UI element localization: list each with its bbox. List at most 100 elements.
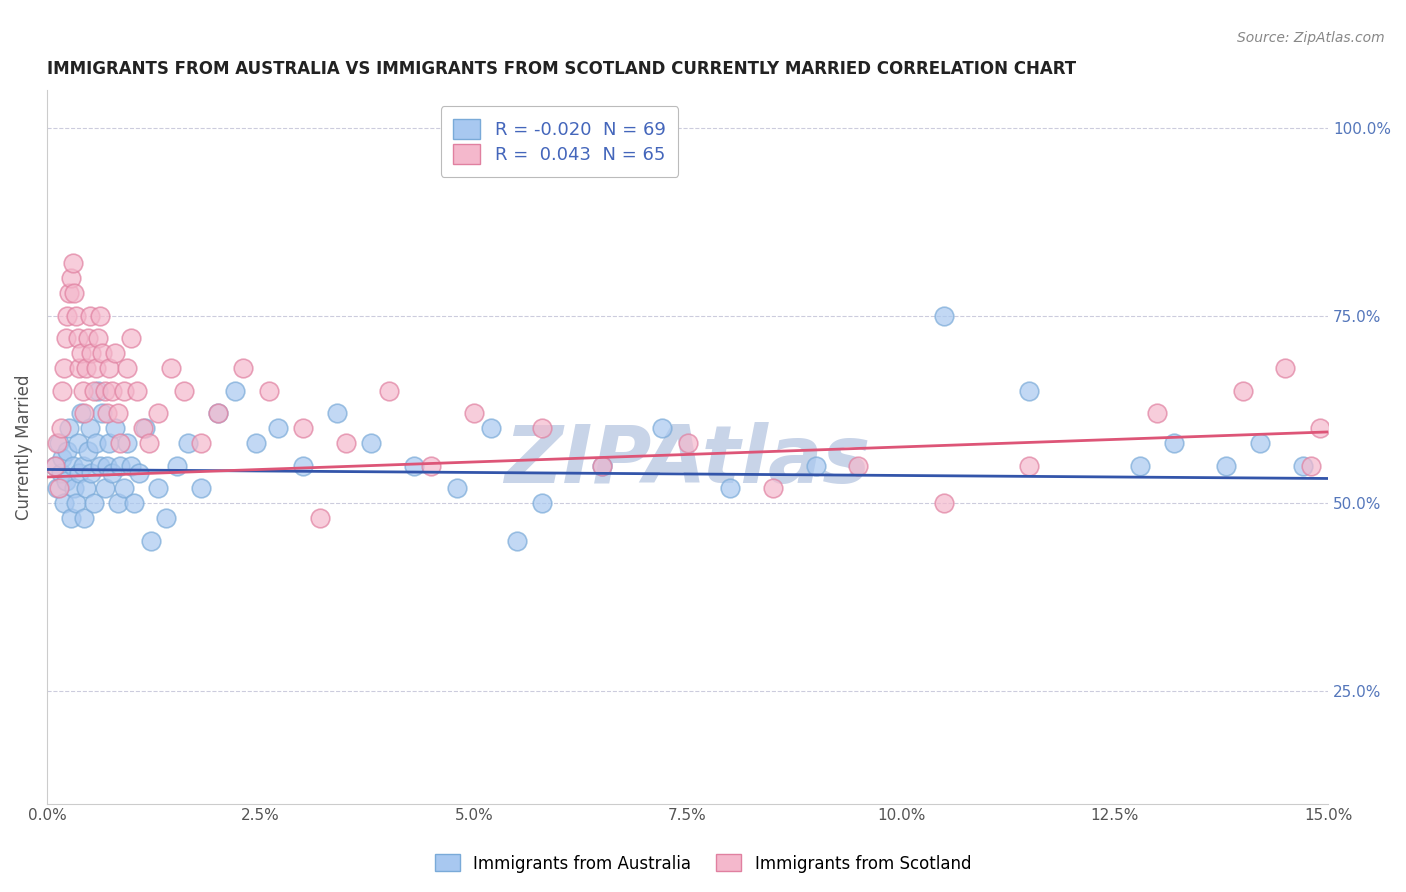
Point: [207, 406, 229, 420]
Point: [404, 458, 426, 473]
Point: [66, 436, 89, 450]
Point: [420, 458, 443, 473]
Point: [58, 421, 80, 435]
Point: [1018, 458, 1040, 473]
Point: [77, 443, 100, 458]
Y-axis label: Currently Married: Currently Married: [15, 374, 32, 520]
Point: [67, 467, 90, 481]
Point: [59, 511, 82, 525]
Text: IMMIGRANTS FROM AUSTRALIA VS IMMIGRANTS FROM SCOTLAND CURRENTLY MARRIED CORRELAT: IMMIGRANTS FROM AUSTRALIA VS IMMIGRANTS …: [46, 60, 1076, 78]
Point: [80, 346, 103, 360]
Point: [292, 421, 315, 435]
Point: [44, 458, 66, 473]
Point: [718, 481, 741, 495]
Point: [932, 496, 955, 510]
Point: [1129, 458, 1152, 473]
Point: [138, 436, 160, 450]
Point: [115, 361, 138, 376]
Point: [55, 474, 77, 488]
Point: [62, 256, 84, 270]
Point: [104, 346, 127, 360]
Point: [110, 458, 132, 473]
Point: [479, 421, 502, 435]
Point: [63, 285, 86, 300]
Point: [65, 496, 87, 510]
Point: [58, 285, 80, 300]
Point: [59, 271, 82, 285]
Point: [122, 496, 145, 510]
Point: [651, 421, 673, 435]
Text: ZIPAtlas: ZIPAtlas: [505, 422, 870, 500]
Point: [1309, 421, 1331, 435]
Point: [49, 421, 72, 435]
Point: [80, 467, 103, 481]
Point: [94, 481, 117, 495]
Point: [83, 384, 105, 398]
Point: [77, 331, 100, 345]
Point: [86, 361, 108, 376]
Point: [75, 361, 97, 376]
Point: [377, 384, 399, 398]
Point: [46, 481, 69, 495]
Point: [112, 384, 135, 398]
Point: [1291, 458, 1313, 473]
Point: [1299, 458, 1322, 473]
Point: [89, 309, 111, 323]
Point: [446, 481, 468, 495]
Point: [107, 496, 129, 510]
Text: Source: ZipAtlas.com: Source: ZipAtlas.com: [1237, 31, 1385, 45]
Point: [139, 533, 162, 548]
Point: [120, 458, 142, 473]
Point: [89, 458, 111, 473]
Point: [72, 384, 94, 398]
Point: [190, 436, 212, 450]
Point: [51, 384, 73, 398]
Point: [91, 406, 114, 420]
Point: [94, 384, 117, 398]
Point: [52, 496, 75, 510]
Point: [134, 421, 156, 435]
Point: [505, 533, 527, 548]
Point: [257, 384, 280, 398]
Point: [115, 436, 138, 450]
Point: [128, 467, 150, 481]
Point: [846, 458, 869, 473]
Point: [65, 309, 87, 323]
Point: [83, 496, 105, 510]
Point: [49, 467, 72, 481]
Point: [762, 481, 785, 495]
Point: [125, 384, 148, 398]
Point: [177, 436, 200, 450]
Point: [166, 458, 188, 473]
Point: [110, 436, 132, 450]
Point: [87, 331, 110, 345]
Point: [326, 406, 349, 420]
Point: [87, 384, 110, 398]
Point: [98, 436, 121, 450]
Point: [104, 421, 127, 435]
Point: [224, 384, 246, 398]
Point: [591, 458, 613, 473]
Point: [75, 481, 97, 495]
Point: [292, 458, 315, 473]
Point: [44, 458, 66, 473]
Point: [1018, 384, 1040, 398]
Point: [112, 481, 135, 495]
Point: [70, 346, 93, 360]
Point: [146, 406, 169, 420]
Point: [107, 406, 129, 420]
Point: [360, 436, 382, 450]
Point: [932, 309, 955, 323]
Point: [70, 406, 93, 420]
Legend: R = -0.020  N = 69, R =  0.043  N = 65: R = -0.020 N = 69, R = 0.043 N = 65: [440, 106, 678, 177]
Point: [1274, 361, 1296, 376]
Point: [804, 458, 827, 473]
Point: [1232, 384, 1254, 398]
Point: [1215, 458, 1237, 473]
Point: [309, 511, 332, 525]
Point: [66, 331, 89, 345]
Point: [120, 331, 142, 345]
Point: [463, 406, 485, 420]
Point: [173, 384, 195, 398]
Point: [52, 361, 75, 376]
